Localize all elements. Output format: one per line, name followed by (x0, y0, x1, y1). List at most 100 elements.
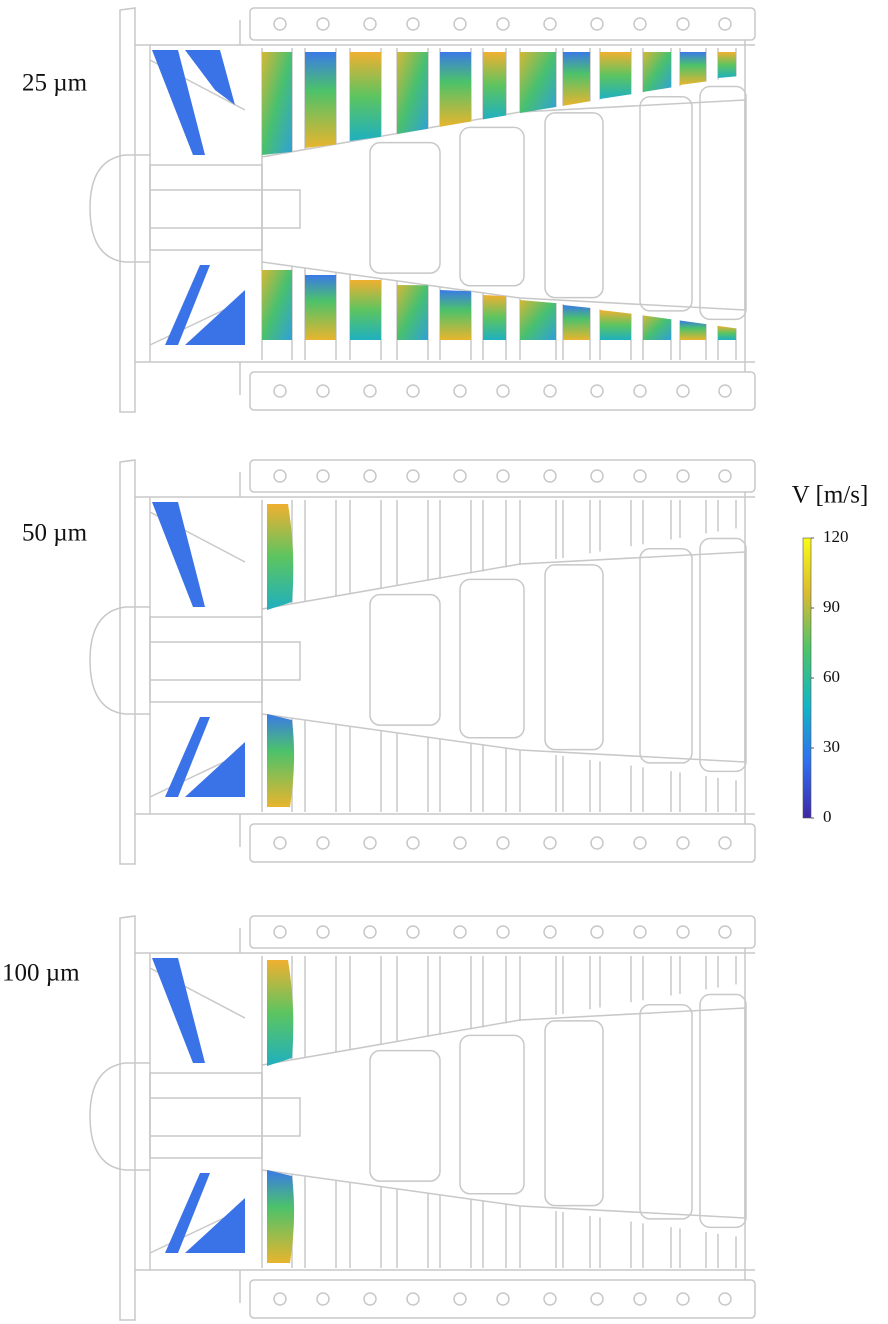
particles (350, 280, 381, 340)
bolt (274, 1293, 286, 1305)
bolt (677, 837, 689, 849)
bolt (591, 385, 603, 397)
bolt (497, 385, 509, 397)
vane (718, 500, 736, 812)
bolt (591, 1293, 603, 1305)
stage (640, 1005, 692, 1219)
particles (563, 52, 590, 106)
bolt (407, 470, 419, 482)
colorbar-title: V [m/s] (792, 482, 869, 509)
vane (600, 956, 631, 1268)
vane (643, 48, 671, 360)
cone (262, 1008, 745, 1218)
bolt (407, 837, 419, 849)
bolt (364, 18, 376, 30)
hub (90, 1063, 300, 1170)
panel-label: 50 µm (22, 520, 88, 547)
bottom-rail (250, 1280, 755, 1318)
figure: V [m/s] 25 µm50 µm100 µm0306090120 (0, 0, 888, 1324)
bottom-rail (250, 824, 755, 862)
bolt (497, 470, 509, 482)
bolt (364, 1293, 376, 1305)
particles (718, 326, 736, 340)
particles (267, 960, 293, 1066)
vane (483, 500, 506, 812)
bolt (364, 385, 376, 397)
particles (262, 270, 292, 340)
vane (440, 500, 471, 812)
particles (440, 52, 471, 127)
bolt (634, 1293, 646, 1305)
frame (120, 8, 135, 412)
bolt (719, 18, 731, 30)
bolt (719, 837, 731, 849)
bolt (544, 926, 556, 938)
bolt (677, 385, 689, 397)
bolt (634, 385, 646, 397)
colorbar-tick-label: 60 (823, 667, 840, 686)
particles (600, 310, 631, 340)
bolt (719, 926, 731, 938)
top-rail (250, 916, 755, 948)
bolt (317, 470, 329, 482)
vane (305, 956, 336, 1268)
bolt (591, 926, 603, 938)
bolt (407, 926, 419, 938)
bolt (274, 470, 286, 482)
particles (483, 52, 506, 119)
particles (520, 300, 556, 340)
bolt (677, 926, 689, 938)
stage (640, 549, 692, 763)
bolt (497, 18, 509, 30)
particles (305, 275, 336, 340)
stage (545, 565, 603, 750)
panel (90, 916, 755, 1320)
bolt (317, 18, 329, 30)
bolt (634, 18, 646, 30)
vane (520, 956, 556, 1268)
colorbar-tick-label: 30 (823, 737, 840, 756)
vane (397, 956, 428, 1268)
particles (483, 295, 506, 340)
colorbar-tick-label: 120 (823, 527, 849, 546)
vane (440, 956, 471, 1268)
bolt (497, 1293, 509, 1305)
bolt (317, 385, 329, 397)
colorbar-tick-label: 90 (823, 597, 840, 616)
frame (120, 916, 135, 1320)
bolt (407, 385, 419, 397)
vane (600, 500, 631, 812)
bolt (634, 837, 646, 849)
particles (600, 52, 631, 99)
vane (305, 500, 336, 812)
bolt (719, 470, 731, 482)
panel-label: 100 µm (2, 960, 80, 987)
stage (370, 1051, 440, 1181)
bolt (591, 837, 603, 849)
vane (483, 956, 506, 1268)
top-rail (250, 8, 755, 40)
bolt (677, 1293, 689, 1305)
particles (152, 958, 205, 1063)
bolt (364, 837, 376, 849)
bolt (407, 18, 419, 30)
bolt (544, 18, 556, 30)
vane (350, 500, 381, 812)
vane (643, 500, 671, 812)
particles (563, 305, 590, 340)
bolt (454, 926, 466, 938)
stage (545, 113, 603, 298)
bolt (454, 1293, 466, 1305)
strut (150, 60, 245, 345)
particles (152, 502, 205, 607)
stage (640, 97, 692, 311)
particles (520, 52, 556, 113)
vane (520, 500, 556, 812)
vane (397, 500, 428, 812)
bottom-rail (250, 372, 755, 410)
bolt (634, 926, 646, 938)
colorbar-tick-label: 0 (823, 807, 832, 826)
cone (262, 552, 745, 762)
bolt (274, 385, 286, 397)
bolt (719, 385, 731, 397)
